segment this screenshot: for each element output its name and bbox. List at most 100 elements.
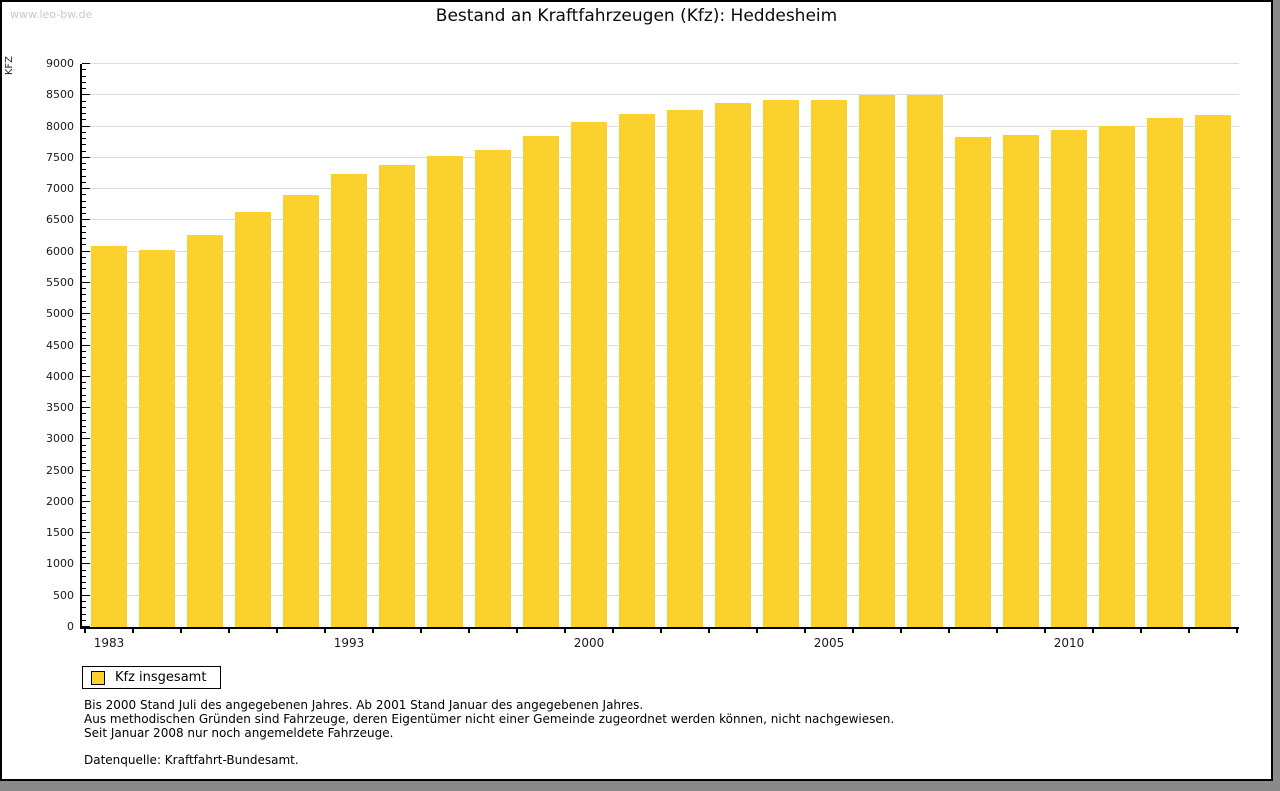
y-minor-tick [82,600,86,602]
y-major-tick [82,500,90,502]
y-major-tick [82,250,90,252]
y-minor-tick [82,332,86,333]
y-minor-tick [82,163,86,165]
x-axis-label: 2010 [1053,636,1085,650]
x-tick [1140,627,1142,633]
y-minor-tick [82,613,86,615]
y-minor-tick [82,357,86,359]
y-minor-tick [82,106,86,108]
y-minor-tick [82,432,86,434]
bar-2002 [667,110,703,627]
y-major-tick [82,438,90,440]
y-minor-tick [82,81,86,83]
bar-1993 [331,174,367,627]
x-tick [948,627,950,633]
y-axis-label: 4000 [46,369,74,383]
y-axis-label: 3500 [46,401,74,415]
y-minor-tick [82,75,86,77]
y-major-tick [82,594,90,596]
x-tick [900,627,902,633]
y-axis-label: 9000 [46,57,74,70]
gridline [82,438,1239,440]
y-major-tick [82,626,90,627]
x-tick [132,627,134,633]
bar-1989 [235,212,271,627]
gridline [82,219,1239,221]
bar-1985 [139,250,175,627]
gridline [82,532,1239,534]
y-minor-tick [82,244,86,246]
bar-2004 [763,100,799,627]
y-minor-tick [82,100,86,102]
y-minor-tick [82,450,86,452]
y-minor-tick [82,319,86,321]
y-axis-label: 1000 [46,557,74,571]
bar-1995 [379,165,415,627]
y-minor-tick [82,369,86,371]
bar-2000 [571,122,607,627]
plot-area: 0 500 1000 1500 2000 2500 3000 3500 4000 4500 5000… [46,58,1239,650]
x-tick [420,627,422,633]
y-minor-tick [82,550,86,552]
footnote-line: Aus methodischen Gründen sind Fahrzeuge,… [84,712,895,726]
bar-2006 [859,95,895,627]
bar-2005 [811,100,847,627]
y-minor-tick [82,181,86,183]
y-axis-label: 0 [67,620,74,633]
watermark: www.leo-bw.de [10,8,93,21]
gridline [82,63,1239,64]
bar-1983 [91,246,127,627]
y-minor-tick [82,194,86,196]
bar-1998 [475,150,511,627]
y-minor-tick [82,225,86,227]
gridline [82,250,1239,252]
y-axis-label: 6500 [46,213,74,227]
y-axis-label: 7500 [46,150,74,164]
y-minor-tick [82,231,86,233]
bar-2012 [1147,118,1183,627]
bar-2001 [619,114,655,627]
y-minor-tick [82,463,86,465]
y-major-tick [82,188,90,190]
x-tick [996,627,998,633]
y-minor-tick [82,513,86,515]
y-minor-tick [82,569,86,571]
y-major-tick [82,313,90,315]
y-minor-tick [82,382,86,384]
bar-1987 [187,235,223,627]
gridline [82,563,1239,565]
y-minor-tick [82,525,86,527]
gridline [82,469,1239,471]
y-axis-label: 2500 [46,463,74,477]
y-axis-label: 2000 [46,494,74,508]
chart-title: Bestand an Kraftfahrzeugen (Kfz): Heddes… [435,6,838,26]
bar-2009 [1003,135,1039,627]
y-major-tick [82,219,90,221]
x-tick [228,627,230,633]
y-axis-label: 1500 [46,526,74,540]
gridline [82,313,1239,315]
y-minor-tick [82,144,86,146]
x-tick [516,627,518,633]
y-major-tick [82,532,90,534]
y-minor-tick [82,200,86,202]
x-tick [1188,627,1190,633]
bar-1991 [283,195,319,627]
y-minor-tick [82,413,86,415]
gridline [82,94,1239,96]
y-major-tick [82,156,90,158]
y-minor-tick [82,138,86,140]
y-minor-tick [82,175,86,177]
y-minor-tick [82,300,86,302]
x-tick [468,627,470,633]
y-minor-tick [82,213,86,215]
y-minor-tick [82,482,86,484]
y-minor-tick [82,206,86,208]
x-tick [612,627,614,633]
data-source: Datenquelle: Kraftfahrt-Bundesamt. [84,753,299,767]
y-minor-tick [82,488,86,490]
bar-2013 [1195,115,1231,627]
gridline [82,407,1239,409]
footnote-line: Bis 2000 Stand Juli des angegebenen Jahr… [84,698,644,712]
y-major-tick [82,94,90,96]
